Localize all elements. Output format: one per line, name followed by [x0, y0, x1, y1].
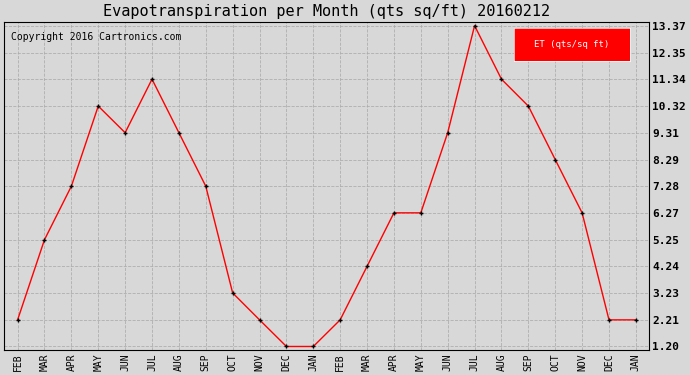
Point: [308, 344, 319, 350]
Text: Copyright 2016 Cartronics.com: Copyright 2016 Cartronics.com: [10, 32, 181, 42]
Point: [146, 76, 157, 82]
Point: [39, 237, 50, 243]
Point: [362, 263, 373, 269]
Point: [119, 130, 130, 136]
Point: [469, 22, 480, 28]
Point: [442, 130, 453, 136]
Point: [577, 210, 588, 216]
Point: [227, 290, 238, 296]
Point: [254, 317, 265, 323]
Point: [415, 210, 426, 216]
Point: [631, 317, 642, 323]
Point: [66, 183, 77, 189]
Point: [200, 183, 211, 189]
Point: [523, 103, 534, 109]
Point: [496, 76, 507, 82]
Point: [92, 103, 104, 109]
Point: [550, 157, 561, 163]
Point: [281, 344, 292, 350]
Point: [604, 317, 615, 323]
Point: [335, 317, 346, 323]
Point: [12, 317, 23, 323]
Point: [388, 210, 400, 216]
Title: Evapotranspiration per Month (qts sq/ft) 20160212: Evapotranspiration per Month (qts sq/ft)…: [104, 4, 551, 19]
Point: [173, 130, 184, 136]
